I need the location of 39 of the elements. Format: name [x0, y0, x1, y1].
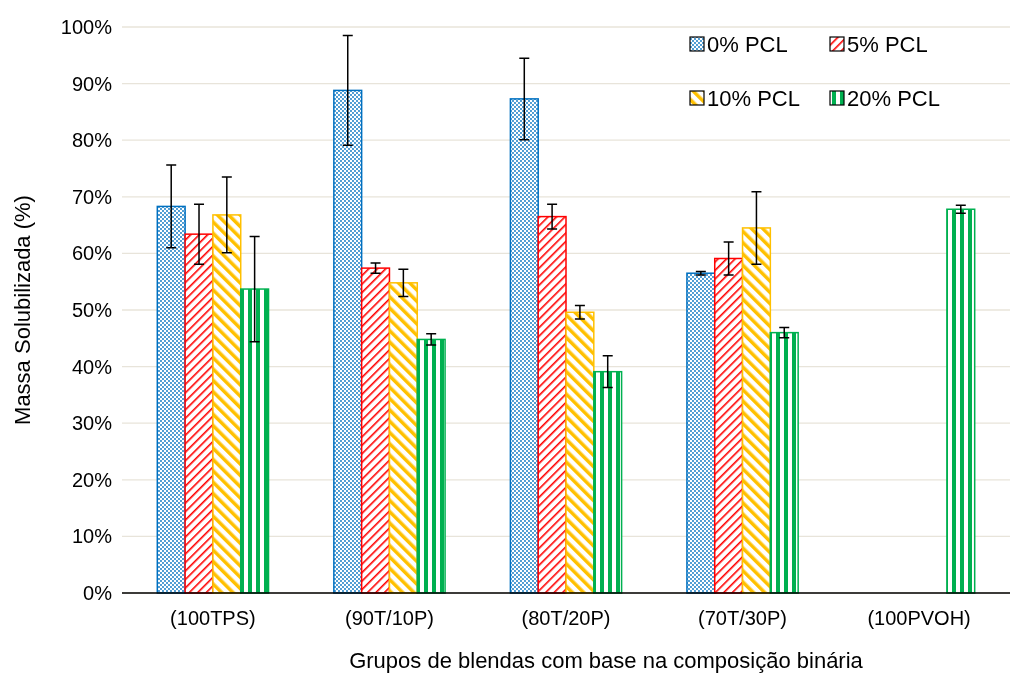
y-tick-label: 70%: [71, 185, 113, 208]
bar: [565, 311, 595, 594]
bar: [946, 208, 976, 594]
bar: [212, 214, 242, 594]
y-tick-label: 100%: [60, 16, 113, 38]
x-axis-title: Grupos de blendas com base na composição binária: [349, 648, 864, 673]
y-tick-label: 50%: [71, 299, 113, 321]
legend-label: 5% PCL: [847, 31, 928, 57]
bar: [388, 282, 419, 594]
x-tick-label: (100TPS): [170, 607, 256, 629]
legend-label: 0% PCL: [707, 31, 788, 57]
bar: [509, 98, 539, 594]
x-tick-label: (100PVOH): [867, 607, 971, 629]
bar: [360, 267, 391, 594]
bar: [239, 288, 270, 594]
y-tick-label: 90%: [71, 72, 113, 95]
y-tick-label: 20%: [71, 468, 113, 491]
x-tick-label: (70T/30P): [698, 607, 788, 629]
x-tick-label: (90T/10P): [344, 607, 434, 629]
y-axis-title: Massa Solubilizada (%): [10, 195, 35, 425]
bar: [769, 331, 799, 594]
y-tick-label: 10%: [71, 525, 113, 548]
bar: [156, 205, 186, 594]
y-tick-label: 80%: [71, 129, 113, 152]
bar: [686, 272, 716, 594]
bar: [333, 89, 363, 594]
bar: [593, 370, 623, 594]
y-tick-label: 30%: [71, 412, 113, 435]
bar: [713, 257, 744, 594]
legend-label: 10% PCL: [707, 85, 800, 111]
legend-label: 20% PCL: [847, 85, 940, 111]
y-tick-label: 40%: [71, 355, 113, 378]
bar: [741, 227, 772, 594]
bar: [537, 215, 567, 594]
y-tick-label: 60%: [71, 242, 113, 265]
y-tick-label: 0%: [83, 582, 113, 604]
bar: [184, 233, 214, 594]
x-tick-label: (80T/20P): [521, 607, 611, 629]
bar: [416, 338, 446, 594]
